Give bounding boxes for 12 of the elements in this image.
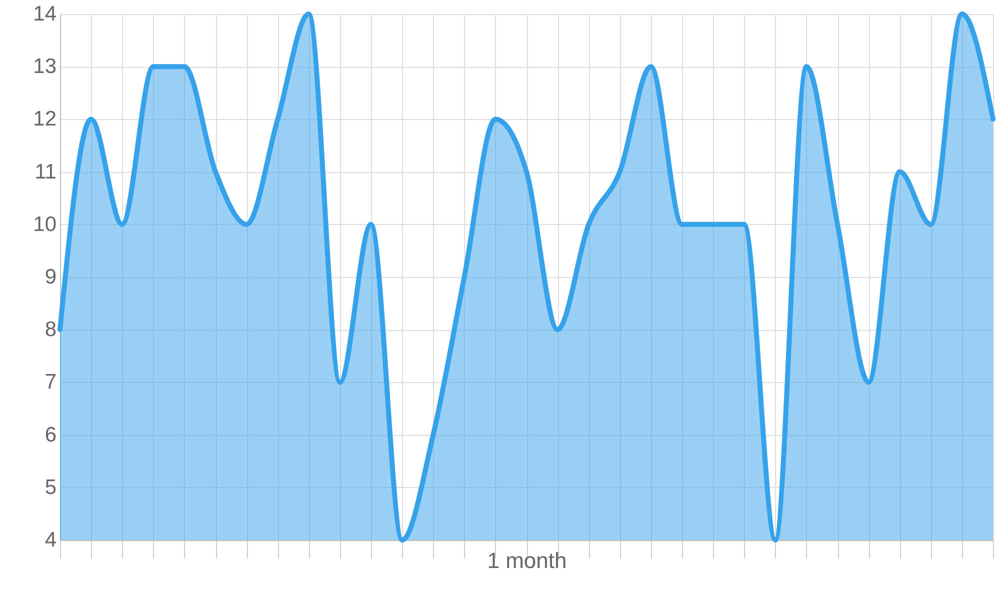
y-tick-label: 9 [44, 266, 56, 288]
x-axis-title: 1 month [487, 548, 567, 573]
y-tick-label: 12 [33, 108, 56, 131]
y-tick-label: 4 [44, 528, 57, 552]
y-tick-label: 8 [44, 318, 56, 342]
y-tick-label: 5 [44, 476, 56, 499]
y-tick-label: 11 [34, 160, 56, 184]
y-tick-label: 14 [33, 2, 57, 26]
y-tick-label: 10 [33, 212, 56, 236]
y-tick-label: 13 [33, 55, 56, 78]
y-tick-label: 7 [44, 370, 56, 394]
y-tick-label: 6 [44, 423, 56, 446]
